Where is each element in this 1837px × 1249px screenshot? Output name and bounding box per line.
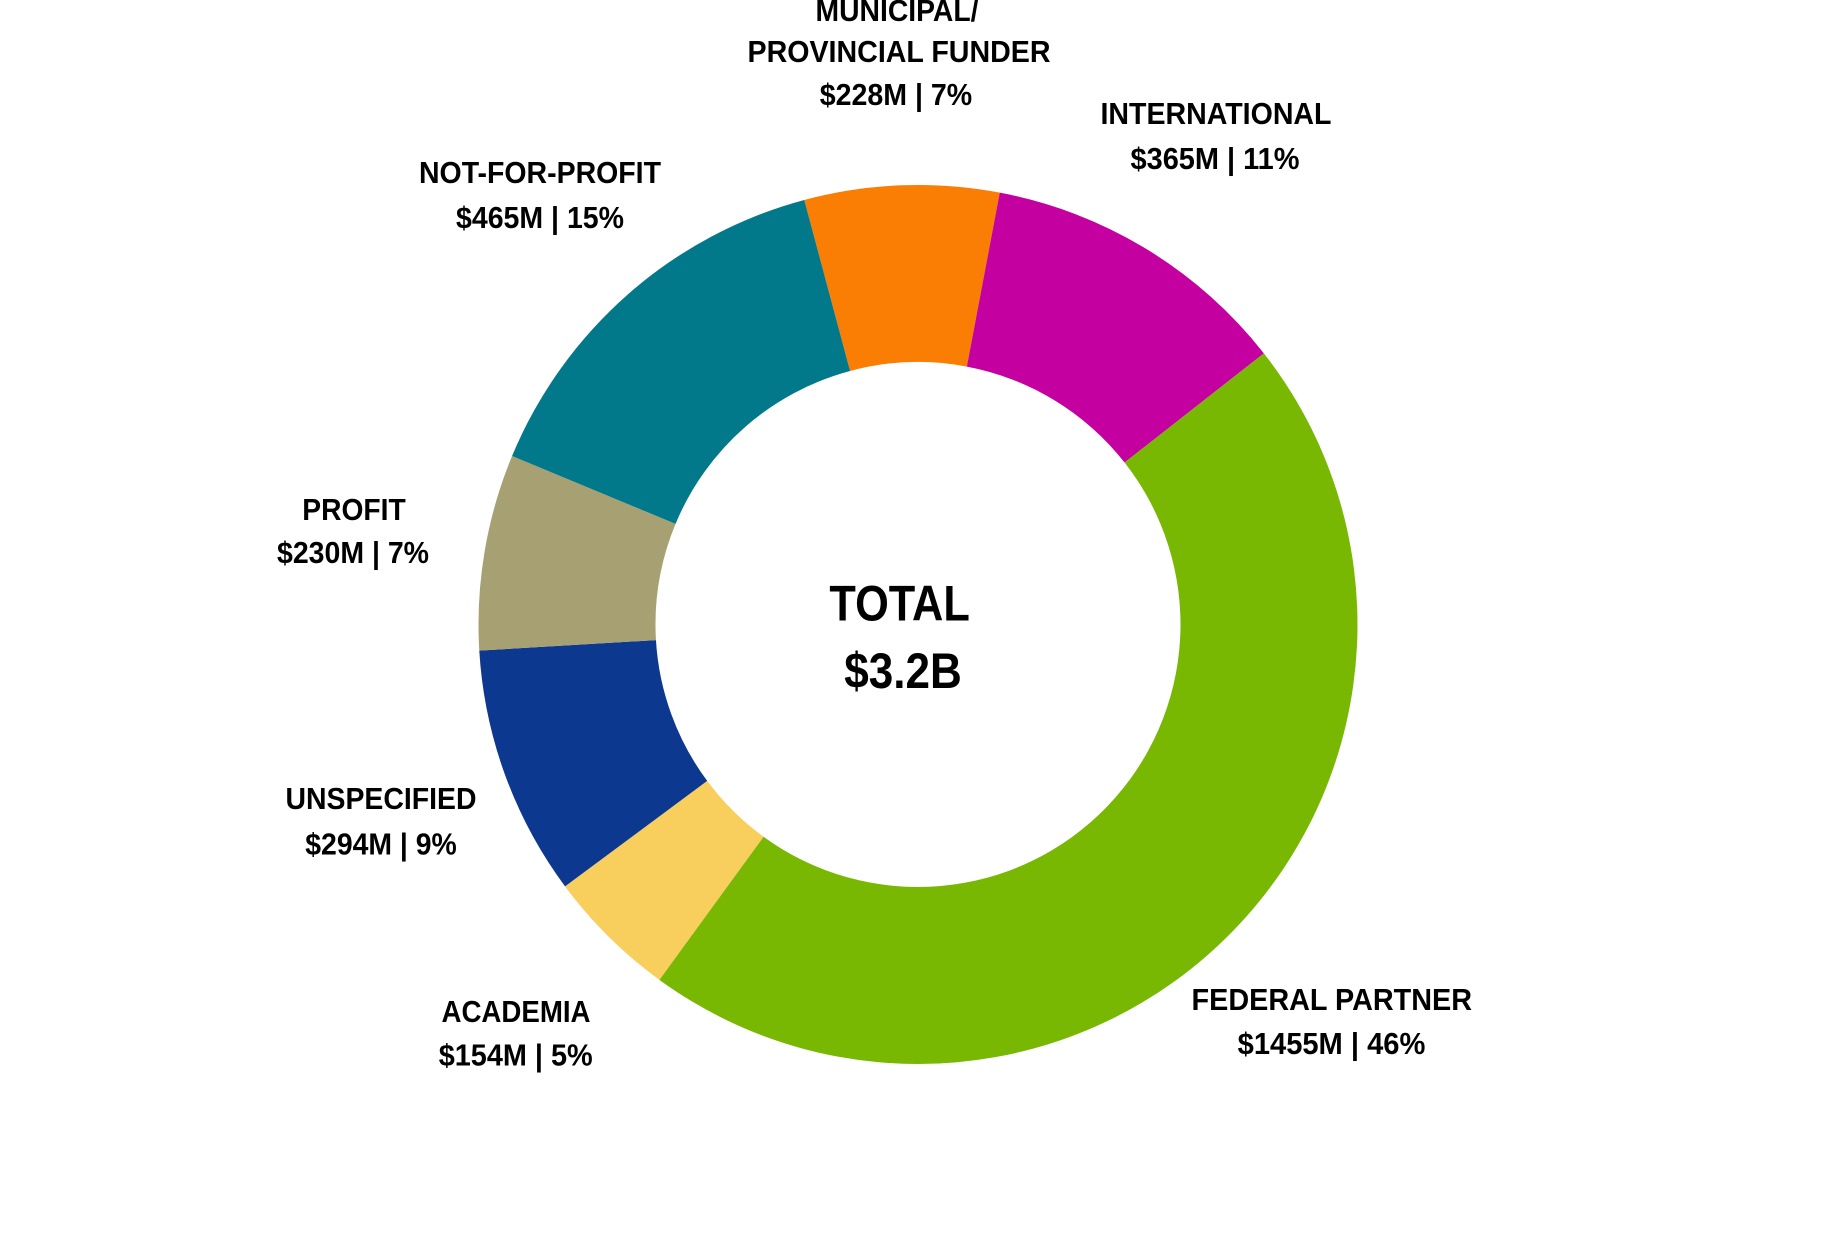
- svg-text:$3.2B: $3.2B: [844, 643, 962, 699]
- svg-text:$1455M | 46%: $1455M | 46%: [1238, 1027, 1426, 1061]
- svg-text:$154M | 5%: $154M | 5%: [439, 1039, 593, 1073]
- svg-text:$228M | 7%: $228M | 7%: [820, 78, 972, 112]
- svg-text:$465M | 15%: $465M | 15%: [456, 201, 624, 235]
- svg-text:$294M | 9%: $294M | 9%: [305, 828, 457, 862]
- svg-text:ACADEMIA: ACADEMIA: [442, 995, 591, 1029]
- svg-text:FEDERAL PARTNER: FEDERAL PARTNER: [1192, 983, 1473, 1017]
- svg-text:MUNICIPAL/: MUNICIPAL/: [816, 0, 979, 28]
- svg-text:PROFIT: PROFIT: [302, 493, 406, 527]
- svg-text:UNSPECIFIED: UNSPECIFIED: [286, 782, 477, 816]
- svg-text:PROVINCIAL FUNDER: PROVINCIAL FUNDER: [748, 35, 1051, 69]
- svg-text:NOT-FOR-PROFIT: NOT-FOR-PROFIT: [419, 156, 661, 190]
- svg-text:$365M | 11%: $365M | 11%: [1131, 142, 1300, 176]
- svg-text:$230M | 7%: $230M | 7%: [277, 536, 429, 570]
- svg-text:TOTAL: TOTAL: [829, 576, 969, 632]
- svg-text:INTERNATIONAL: INTERNATIONAL: [1101, 97, 1332, 131]
